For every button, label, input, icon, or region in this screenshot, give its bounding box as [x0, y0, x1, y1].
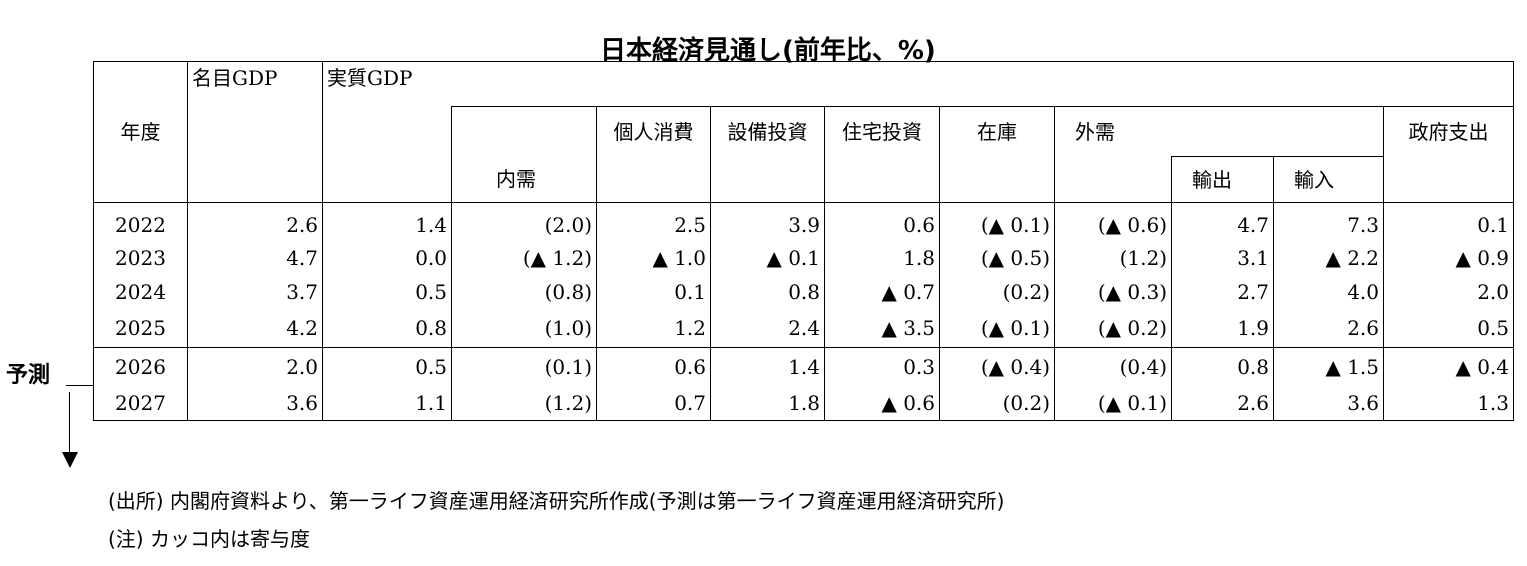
cell-domestic-demand: (1.0): [451, 308, 597, 348]
cell-imports: ▲ 1.5: [1273, 347, 1384, 387]
cell-imports: 2.6: [1273, 308, 1384, 348]
cell-real-gdp: 0.8: [322, 308, 452, 348]
forecast-label: 予測: [6, 363, 51, 388]
cell-year: 2022: [93, 202, 188, 241]
cell-year: 2027: [93, 386, 188, 421]
cell-nominal-gdp: 4.2: [187, 308, 323, 348]
cell-housing: ▲ 0.7: [824, 274, 940, 309]
cell-domestic-demand: (0.1): [451, 347, 597, 387]
header-year: 年度: [93, 61, 188, 203]
footnote: (注) カッコ内は寄与度: [108, 527, 310, 551]
cell-year: 2024: [93, 274, 188, 309]
cell-inventory: (0.2): [939, 386, 1055, 421]
cell-private-consumption: ▲ 1.0: [596, 240, 711, 275]
header-exports: 輸出: [1171, 156, 1274, 203]
cell-year: 2023: [93, 240, 188, 275]
cell-inventory: (0.2): [939, 274, 1055, 309]
cell-nominal-gdp: 3.7: [187, 274, 323, 309]
cell-nominal-gdp: 2.6: [187, 202, 323, 241]
cell-exports: 0.8: [1171, 347, 1274, 387]
cell-housing: 0.6: [824, 202, 940, 241]
forecast-divider-line: [66, 385, 93, 386]
cell-capex: 1.4: [710, 347, 825, 387]
cell-external-demand: (▲ 0.3): [1054, 274, 1172, 309]
cell-government: ▲ 0.9: [1383, 240, 1514, 275]
cell-government: 2.0: [1383, 274, 1514, 309]
cell-exports: 2.7: [1171, 274, 1274, 309]
cell-real-gdp: 0.5: [322, 347, 452, 387]
cell-external-demand: (1.2): [1054, 240, 1172, 275]
cell-real-gdp: 0.5: [322, 274, 452, 309]
cell-nominal-gdp: 2.0: [187, 347, 323, 387]
cell-private-consumption: 1.2: [596, 308, 711, 348]
cell-domestic-demand: (2.0): [451, 202, 597, 241]
cell-capex: ▲ 0.1: [710, 240, 825, 275]
cell-real-gdp: 0.0: [322, 240, 452, 275]
cell-government: 0.5: [1383, 308, 1514, 348]
cell-private-consumption: 0.6: [596, 347, 711, 387]
cell-exports: 3.1: [1171, 240, 1274, 275]
cell-external-demand: (▲ 0.6): [1054, 202, 1172, 241]
cell-housing: 1.8: [824, 240, 940, 275]
header-inventory: 在庫: [939, 106, 1055, 157]
cell-capex: 2.4: [710, 308, 825, 348]
table-row: 2025 4.2 0.8 (1.0) 1.2 2.4 ▲ 3.5 (▲ 0.1) (▲ 0.2)…: [93, 308, 1514, 348]
table-row: 2024 3.7 0.5 (0.8) 0.1 0.8 ▲ 0.7 (0.2) (▲ 0.3) 2.…: [93, 274, 1514, 309]
cell-capex: 3.9: [710, 202, 825, 241]
cell-inventory: (▲ 0.4): [939, 347, 1055, 387]
header-real-gdp: 実質GDP: [322, 61, 452, 107]
cell-exports: 1.9: [1171, 308, 1274, 348]
cell-real-gdp: 1.1: [322, 386, 452, 421]
header-domestic-demand: 内需: [451, 156, 597, 203]
cell-inventory: (▲ 0.1): [939, 308, 1055, 348]
cell-domestic-demand: (0.8): [451, 274, 597, 309]
header-external-demand: 外需: [1054, 106, 1172, 157]
cell-year: 2026: [93, 347, 188, 387]
cell-domestic-demand: (▲ 1.2): [451, 240, 597, 275]
cell-capex: 1.8: [710, 386, 825, 421]
cell-inventory: (▲ 0.5): [939, 240, 1055, 275]
header-private-consumption: 個人消費: [596, 106, 711, 157]
table-row: 2022 2.6 1.4 (2.0) 2.5 3.9 0.6 (▲ 0.1) (▲ 0.6) 4.…: [93, 202, 1514, 241]
down-arrow-icon: [62, 452, 78, 468]
cell-imports: 7.3: [1273, 202, 1384, 241]
cell-exports: 2.6: [1171, 386, 1274, 421]
cell-imports: 4.0: [1273, 274, 1384, 309]
cell-nominal-gdp: 3.6: [187, 386, 323, 421]
header-nominal-gdp: 名目GDP: [187, 61, 323, 203]
header-housing: 住宅投資: [824, 106, 940, 157]
cell-real-gdp: 1.4: [322, 202, 452, 241]
cell-external-demand: (▲ 0.1): [1054, 386, 1172, 421]
cell-domestic-demand: (1.2): [451, 386, 597, 421]
cell-private-consumption: 0.1: [596, 274, 711, 309]
source-note: (出所) 内閣府資料より、第一ライフ資産運用経済研究所作成(予測は第一ライフ資産…: [108, 489, 1005, 513]
header-capex: 設備投資: [710, 106, 825, 157]
cell-exports: 4.7: [1171, 202, 1274, 241]
cell-government: 1.3: [1383, 386, 1514, 421]
table-row: 2023 4.7 0.0 (▲ 1.2) ▲ 1.0 ▲ 0.1 1.8 (▲ 0.5) (1.…: [93, 240, 1514, 275]
table-row: 2027 3.6 1.1 (1.2) 0.7 1.8 ▲ 0.6 (0.2) (▲ 0.1) 2.…: [93, 386, 1514, 421]
cell-government: 0.1: [1383, 202, 1514, 241]
cell-private-consumption: 2.5: [596, 202, 711, 241]
cell-housing: ▲ 3.5: [824, 308, 940, 348]
cell-external-demand: (0.4): [1054, 347, 1172, 387]
header-imports: 輸入: [1273, 156, 1384, 203]
cell-capex: 0.8: [710, 274, 825, 309]
cell-housing: ▲ 0.6: [824, 386, 940, 421]
cell-external-demand: (▲ 0.2): [1054, 308, 1172, 348]
cell-year: 2025: [93, 308, 188, 348]
cell-nominal-gdp: 4.7: [187, 240, 323, 275]
table-row: 2026 2.0 0.5 (0.1) 0.6 1.4 0.3 (▲ 0.4) (0.4) 0.8 ▲…: [93, 347, 1514, 387]
cell-housing: 0.3: [824, 347, 940, 387]
cell-imports: ▲ 2.2: [1273, 240, 1384, 275]
header-government: 政府支出: [1383, 106, 1514, 157]
forecast-table: 年度 名目GDP 実質GDP 個人消費 設備投資 住宅投資 在庫 外需 政府支出: [93, 61, 1514, 421]
cell-imports: 3.6: [1273, 386, 1384, 421]
cell-inventory: (▲ 0.1): [939, 202, 1055, 241]
cell-private-consumption: 0.7: [596, 386, 711, 421]
forecast-arrow-shaft: [69, 392, 70, 454]
cell-government: ▲ 0.4: [1383, 347, 1514, 387]
